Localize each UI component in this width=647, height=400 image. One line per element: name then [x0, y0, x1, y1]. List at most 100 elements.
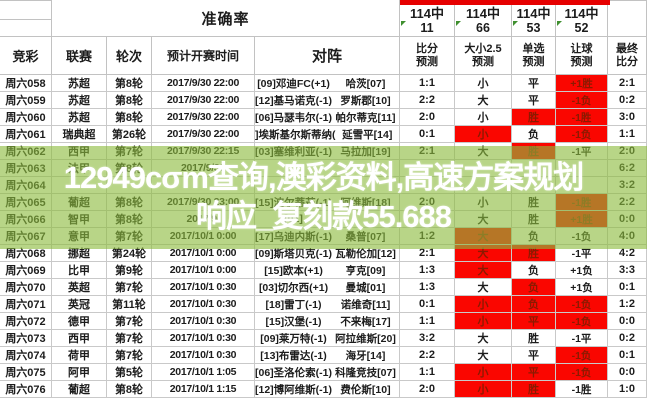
cell-pick-prediction[interactable]: 负 [512, 296, 556, 313]
cell-round[interactable]: 第8轮 [107, 75, 152, 92]
cell-round[interactable]: 第5轮 [107, 364, 152, 381]
cell-match-id[interactable]: 周六073 [0, 330, 52, 347]
cell-round[interactable]: 第7轮 [107, 313, 152, 330]
cell-round[interactable]: 第8轮 [107, 92, 152, 109]
cell-score-prediction[interactable]: 2:0 [400, 109, 455, 126]
cell-start-time[interactable]: 2017/9/30 22:00 [152, 109, 255, 126]
cell-matchup[interactable]: ]埃斯基尔斯蒂纳(延雪平[14] [255, 126, 400, 143]
cell-match-id[interactable]: 周六071 [0, 296, 52, 313]
cell-round[interactable]: 第7轮 [107, 330, 152, 347]
cell-handicap-prediction[interactable]: -1胜 [556, 381, 608, 398]
cell-score-prediction[interactable]: 1:1 [400, 75, 455, 92]
cell-score-prediction[interactable]: 0:1 [400, 296, 455, 313]
accuracy-total-score[interactable]: 114中 [400, 5, 455, 21]
cell-league[interactable]: 英冠 [52, 296, 107, 313]
cell-ou-prediction[interactable]: 大 [455, 92, 512, 109]
cell-handicap-prediction[interactable]: -1负 [556, 364, 608, 381]
cell-league[interactable]: 瑞典超 [52, 126, 107, 143]
cell-match-id[interactable]: 周六072 [0, 313, 52, 330]
cell-league[interactable]: 德甲 [52, 313, 107, 330]
cell-ou-prediction[interactable]: 小 [455, 126, 512, 143]
cell-matchup[interactable]: [15]欧本(+1) 亨克[09] [255, 262, 400, 279]
cell-score-prediction[interactable]: 1:3 [400, 279, 455, 296]
cell-matchup[interactable]: [18]雷丁(-1) 诺维奇[11] [255, 296, 400, 313]
cell-score-prediction[interactable]: 2:1 [400, 245, 455, 262]
cell-handicap-prediction[interactable]: +1负 [556, 262, 608, 279]
cell-league[interactable]: 葡超 [52, 381, 107, 398]
accuracy-hits-ou[interactable]: 66 [455, 20, 512, 37]
cell-pick-prediction[interactable]: 胜 [512, 245, 556, 262]
cell-match-id[interactable]: 周六058 [0, 75, 52, 92]
cell-pick-prediction[interactable]: 负 [512, 262, 556, 279]
cell-pick-prediction[interactable]: 平 [512, 313, 556, 330]
accuracy-total-handicap[interactable]: 114中 [556, 5, 608, 21]
col-header-pick-pred[interactable]: 单选 预测 [512, 37, 556, 75]
cell-pick-prediction[interactable]: 胜 [512, 109, 556, 126]
cell-round[interactable]: 第7轮 [107, 279, 152, 296]
empty-cell[interactable] [0, 20, 52, 37]
cell-match-id[interactable]: 周六075 [0, 364, 52, 381]
cell-handicap-prediction[interactable]: -1胜 [556, 109, 608, 126]
cell-league[interactable]: 荷甲 [52, 347, 107, 364]
cell-ou-prediction[interactable]: 大 [455, 245, 512, 262]
cell-league[interactable]: 阿甲 [52, 364, 107, 381]
cell-league[interactable]: 苏超 [52, 92, 107, 109]
cell-matchup[interactable]: [03]切尔西(+1) 曼城[01] [255, 279, 400, 296]
cell-league[interactable]: 英超 [52, 279, 107, 296]
cell-handicap-prediction[interactable]: -1平 [556, 330, 608, 347]
cell-handicap-prediction[interactable]: +1负 [556, 279, 608, 296]
cell-start-time[interactable]: 2017/10/1 0:30 [152, 347, 255, 364]
cell-pick-prediction[interactable]: 负 [512, 126, 556, 143]
cell-ou-prediction[interactable]: 小 [455, 364, 512, 381]
empty-cell[interactable] [608, 0, 647, 37]
cell-start-time[interactable]: 2017/10/1 1:05 [152, 364, 255, 381]
cell-start-time[interactable]: 2017/10/1 0:30 [152, 279, 255, 296]
cell-final-score[interactable]: 3:3 [608, 262, 647, 279]
cell-matchup[interactable]: [09]莱万特(-1) 阿拉维斯[20] [255, 330, 400, 347]
accuracy-total-pick[interactable]: 114中 [512, 5, 556, 21]
cell-ou-prediction[interactable]: 大 [455, 262, 512, 279]
cell-league[interactable]: 比甲 [52, 262, 107, 279]
cell-start-time[interactable]: 2017/10/1 0:00 [152, 262, 255, 279]
cell-round[interactable]: 第26轮 [107, 126, 152, 143]
cell-matchup[interactable]: [09]邓迪FC(+1) 哈茨[07] [255, 75, 400, 92]
col-header-jingcai[interactable]: 竞彩 [0, 37, 52, 75]
cell-final-score[interactable]: 3:0 [608, 109, 647, 126]
cell-pick-prediction[interactable]: 平 [512, 347, 556, 364]
cell-final-score[interactable]: 1:0 [608, 381, 647, 398]
cell-score-prediction[interactable]: 1:1 [400, 364, 455, 381]
cell-final-score[interactable]: 2:1 [608, 75, 647, 92]
col-header-time[interactable]: 预计开赛时间 [152, 37, 255, 75]
accuracy-hits-handicap[interactable]: 52 [556, 20, 608, 37]
cell-score-prediction[interactable]: 1:1 [400, 313, 455, 330]
cell-score-prediction[interactable]: 2:0 [400, 381, 455, 398]
cell-league[interactable]: 苏超 [52, 109, 107, 126]
cell-handicap-prediction[interactable]: +1胜 [556, 75, 608, 92]
cell-ou-prediction[interactable]: 小 [455, 313, 512, 330]
cell-match-id[interactable]: 周六068 [0, 245, 52, 262]
cell-round[interactable]: 第11轮 [107, 296, 152, 313]
cell-score-prediction[interactable]: 1:3 [400, 262, 455, 279]
cell-matchup[interactable]: [12]博阿维斯(-1) 费伦斯[10] [255, 381, 400, 398]
cell-start-time[interactable]: 2017/9/30 22:00 [152, 75, 255, 92]
cell-round[interactable]: 第8轮 [107, 381, 152, 398]
cell-score-prediction[interactable]: 3:2 [400, 330, 455, 347]
col-header-final-score[interactable]: 最终 比分 [608, 37, 647, 75]
cell-league[interactable]: 西甲 [52, 330, 107, 347]
cell-final-score[interactable]: 0:0 [608, 313, 647, 330]
cell-score-prediction[interactable]: 2:2 [400, 92, 455, 109]
cell-final-score[interactable]: 1:1 [608, 126, 647, 143]
col-header-matchup[interactable]: 对阵 [255, 37, 400, 75]
cell-final-score[interactable]: 0:2 [608, 92, 647, 109]
cell-pick-prediction[interactable]: 负 [512, 279, 556, 296]
cell-match-id[interactable]: 周六061 [0, 126, 52, 143]
cell-handicap-prediction[interactable]: -1负 [556, 126, 608, 143]
cell-matchup[interactable]: [06]马瑟韦尔(-1) 帕尔蒂克[11] [255, 109, 400, 126]
cell-round[interactable]: 第24轮 [107, 245, 152, 262]
cell-ou-prediction[interactable]: 大 [455, 279, 512, 296]
cell-start-time[interactable]: 2017/10/1 0:30 [152, 296, 255, 313]
cell-ou-prediction[interactable]: 小 [455, 75, 512, 92]
cell-start-time[interactable]: 2017/9/30 22:00 [152, 126, 255, 143]
cell-pick-prediction[interactable]: 平 [512, 92, 556, 109]
empty-cell[interactable] [0, 0, 52, 20]
